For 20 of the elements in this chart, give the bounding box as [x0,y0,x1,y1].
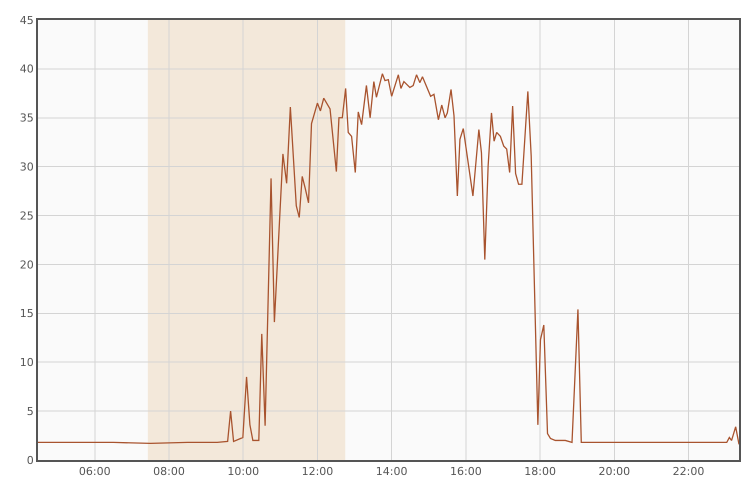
y-tick-label: 40 [20,62,34,76]
x-tick-label: 16:00 [450,465,482,478]
y-tick-label: 30 [20,160,34,174]
y-tick-label: 20 [20,258,34,272]
x-tick-label: 14:00 [376,465,408,478]
y-tick-label: 35 [20,112,34,125]
x-tick-label: 10:00 [227,465,260,478]
y-tick-label: 5 [26,404,34,418]
y-tick-label: 0 [26,454,34,467]
x-tick-label: 06:00 [78,465,111,478]
y-tick-label: 25 [20,209,34,222]
x-tick-label: 22:00 [672,465,704,478]
x-tick-label: 12:00 [302,465,334,478]
y-tick-label: 10 [20,356,34,370]
y-tick-label: 45 [20,14,34,27]
line-series [38,73,739,446]
x-tick-label: 20:00 [598,465,630,478]
x-tick-label: 08:00 [153,465,185,478]
x-tick-label: 18:00 [524,465,556,478]
y-tick-label: 15 [20,307,34,320]
